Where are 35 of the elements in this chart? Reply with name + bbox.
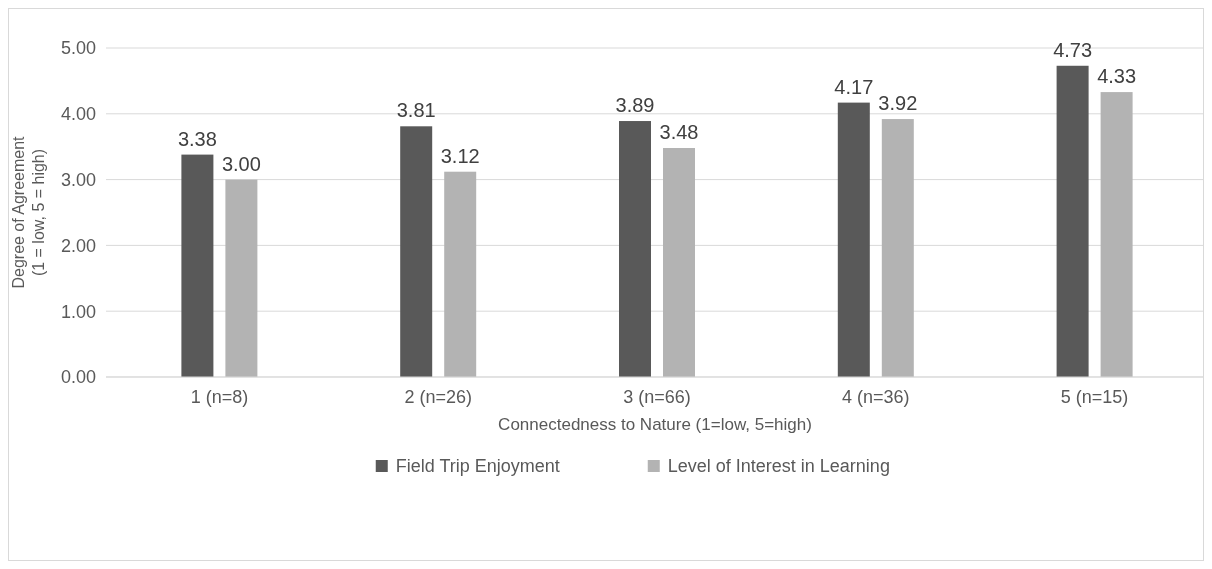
y-tick-label: 0.00 — [60, 367, 96, 388]
data-label: 3.48 — [659, 121, 699, 144]
y-tick-label: 5.00 — [60, 38, 96, 59]
data-label: 4.33 — [1097, 65, 1137, 88]
data-label: 3.38 — [177, 127, 217, 150]
bar — [400, 126, 433, 377]
bar — [225, 179, 258, 377]
x-axis-title: Connectedness to Nature (1=low, 5=high) — [498, 415, 812, 434]
data-label: 3.12 — [440, 144, 480, 167]
x-tick-label: 2 (n=26) — [404, 387, 472, 407]
bar — [663, 148, 695, 377]
bar — [181, 154, 214, 377]
bar — [444, 171, 477, 377]
bar — [1056, 65, 1089, 377]
data-label: 4.73 — [1053, 38, 1093, 61]
bar — [619, 121, 651, 377]
legend-label: Field Trip Enjoyment — [395, 456, 560, 477]
bar — [837, 102, 870, 377]
y-axis-title: Degree of Agreement (1 = low, 5 = high) — [10, 135, 47, 289]
x-tick-label: 3 (n=66) — [623, 387, 691, 407]
x-tick-label: 4 (n=36) — [842, 387, 910, 407]
bar — [881, 119, 914, 377]
y-tick-label: 3.00 — [60, 169, 96, 190]
data-label: 3.92 — [878, 92, 918, 115]
x-tick-label: 5 (n=15) — [1060, 387, 1129, 407]
legend-label: Level of Interest in Learning — [667, 456, 890, 477]
y-tick-label: 1.00 — [60, 301, 96, 322]
data-label: 3.89 — [615, 94, 655, 117]
data-label: 3.00 — [221, 152, 261, 175]
data-label: 4.17 — [834, 75, 874, 98]
data-label: 3.81 — [396, 99, 436, 122]
y-tick-label: 4.00 — [60, 104, 96, 125]
y-tick-label: 2.00 — [60, 235, 96, 256]
bar — [1100, 92, 1133, 377]
x-tick-label: 1 (n=8) — [190, 387, 249, 407]
